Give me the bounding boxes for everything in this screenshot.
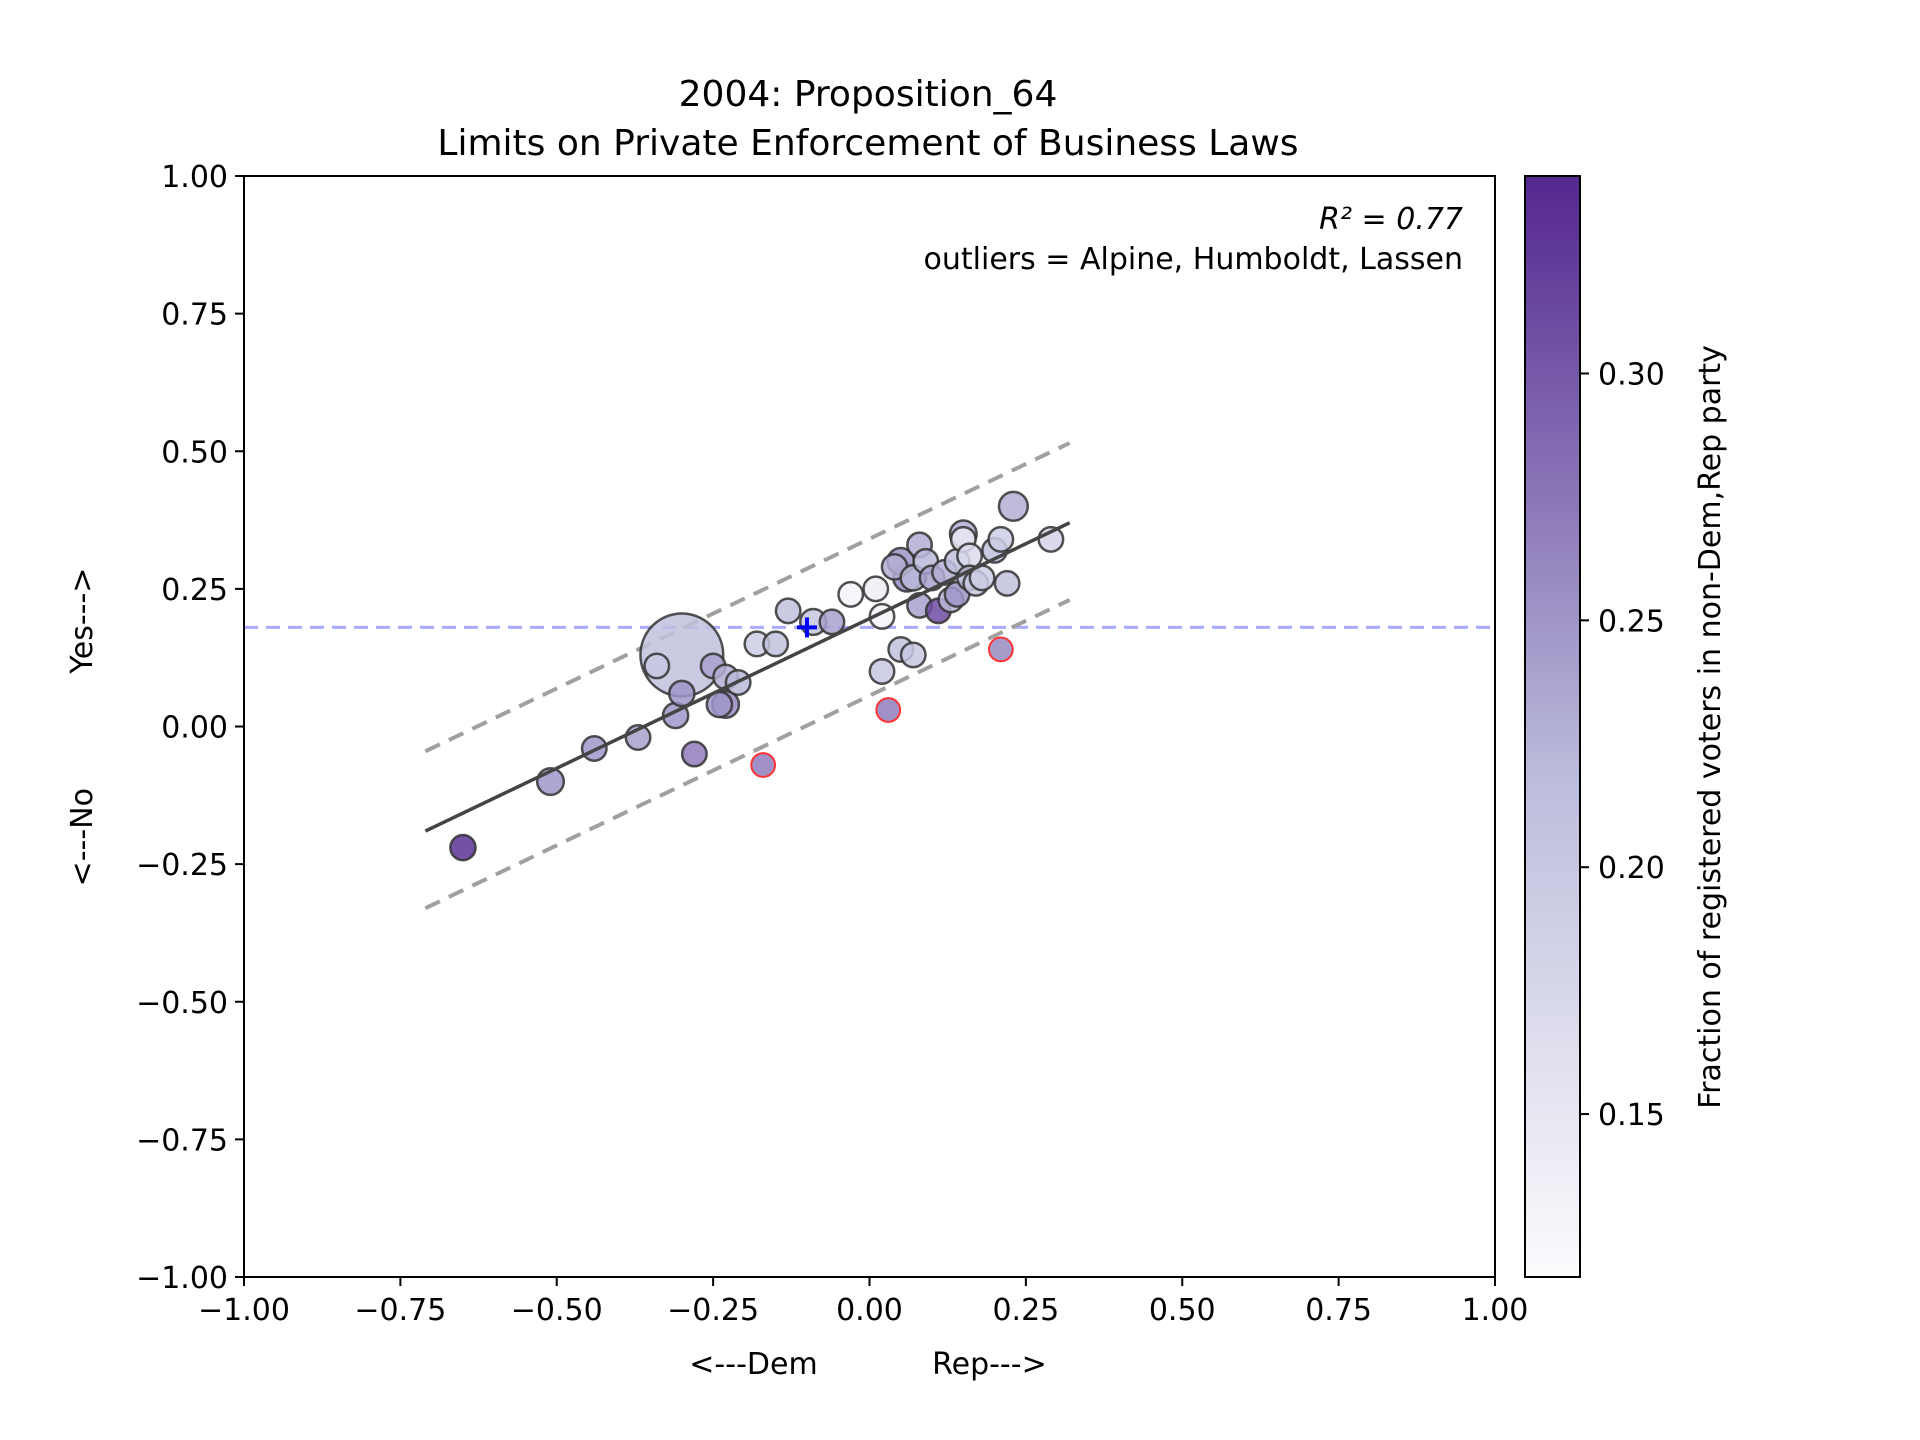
x-tick-label: 0.00 — [836, 1293, 903, 1328]
data-point — [818, 608, 846, 636]
regression-line — [424, 521, 1071, 833]
outlier-point — [987, 636, 1014, 663]
data-point — [762, 630, 790, 658]
data-point — [680, 740, 708, 768]
x-tick-label: 0.25 — [992, 1293, 1059, 1328]
x-tick-label: 1.00 — [1462, 1293, 1529, 1328]
data-point — [449, 833, 477, 862]
outlier-point — [875, 697, 902, 723]
colorbar-tick-label: 0.30 — [1598, 357, 1665, 392]
colorbar-ticks: 0.15 0.20 0.25 0.30 — [1580, 357, 1665, 1133]
data-point — [993, 569, 1021, 597]
annotation-r2: R² = 0.77 — [1319, 202, 1463, 237]
data-point — [774, 597, 802, 625]
chart-title-line1: 2004: Proposition_64 — [679, 74, 1058, 115]
x-tick-label: 0.50 — [1149, 1293, 1216, 1328]
annotation-outliers: outliers = Alpine, Humboldt, Lassen — [924, 242, 1463, 277]
y-tick-label: −0.25 — [136, 848, 228, 883]
data-point — [862, 575, 890, 603]
y-tick-label: 0.25 — [161, 573, 228, 608]
plot-frame — [243, 175, 1496, 1278]
x-tick-label: −0.50 — [511, 1293, 603, 1328]
data-point — [668, 679, 696, 708]
colorbar-tick-label: 0.20 — [1598, 851, 1665, 886]
x-tick-label: 0.75 — [1305, 1293, 1372, 1328]
lower-band-line — [424, 598, 1071, 910]
outlier-point — [750, 752, 777, 778]
colorbar-tick-label: 0.25 — [1598, 604, 1665, 639]
plot-area — [244, 441, 1495, 910]
y-tick-label: 0.00 — [161, 711, 228, 746]
y-tick-label: 0.50 — [161, 435, 228, 470]
y-tick-label: −0.75 — [136, 1123, 228, 1158]
x-tick-label: −0.25 — [667, 1293, 759, 1328]
upper-band-line — [424, 441, 1071, 754]
axes: −1.00 −0.75 −0.50 −0.25 0.00 0.25 0.50 0.75 1.00… — [136, 160, 1528, 1328]
x-axis-label: <---Dem Rep---> — [689, 1347, 1046, 1382]
x-tick-label: −1.00 — [198, 1293, 290, 1328]
data-point — [837, 580, 865, 608]
colorbar-tick-label: 0.15 — [1598, 1098, 1665, 1133]
data-point — [868, 657, 896, 685]
colorbar — [1524, 175, 1581, 1278]
x-tick-label: −0.75 — [354, 1293, 446, 1328]
colorbar-label: Fraction of registered voters in non-Dem… — [1693, 345, 1728, 1109]
data-point — [899, 641, 927, 669]
chart-title-line2: Limits on Private Enforcement of Busines… — [437, 123, 1298, 164]
data-point — [987, 525, 1015, 553]
data-point — [997, 490, 1030, 522]
y-tick-label: 1.00 — [161, 160, 228, 195]
y-tick-label: −0.50 — [136, 986, 228, 1021]
y-tick-label: 0.75 — [161, 298, 228, 333]
y-tick-label: −1.00 — [136, 1261, 228, 1296]
y-axis-label: <---No Yes---> — [65, 568, 100, 887]
data-point — [643, 652, 671, 680]
